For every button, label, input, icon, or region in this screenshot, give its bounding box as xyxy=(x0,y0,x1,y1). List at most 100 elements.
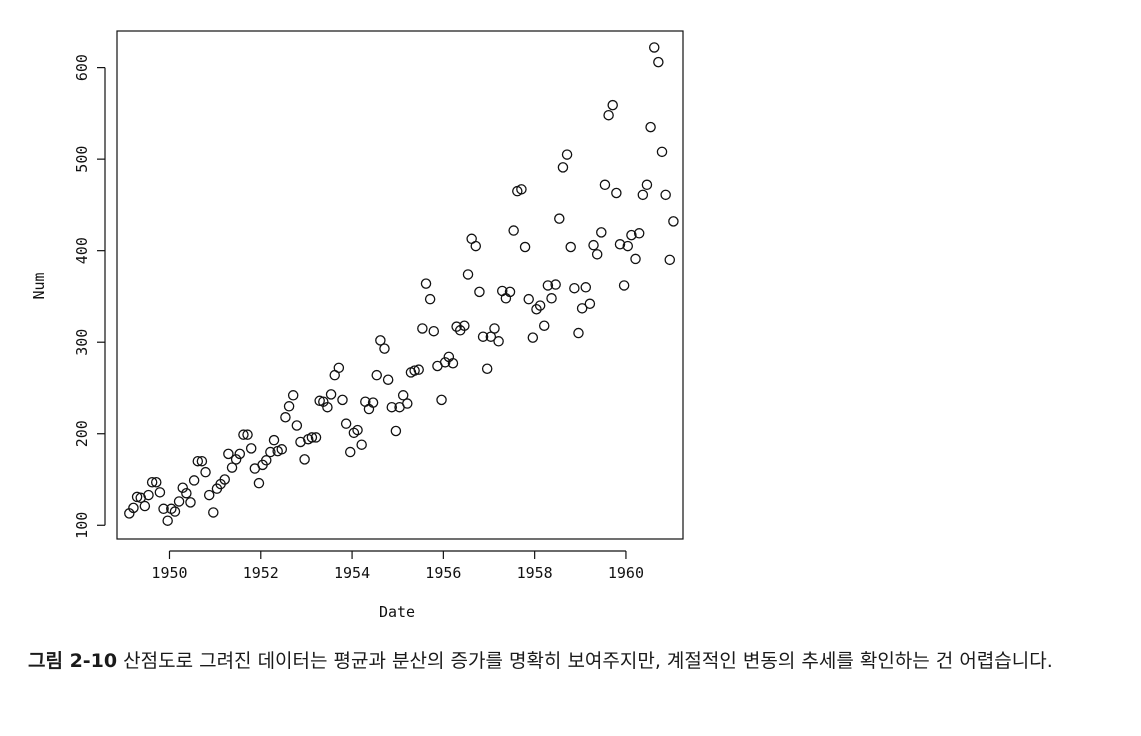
data-point xyxy=(519,241,531,253)
data-point xyxy=(402,398,413,409)
caption-label: 그림 2-10 xyxy=(28,650,118,672)
data-point xyxy=(291,420,303,431)
data-point xyxy=(580,282,592,293)
data-points xyxy=(124,42,679,526)
data-point xyxy=(226,462,238,473)
y-axis: 100 200 300 400 500 600 xyxy=(73,54,106,539)
data-point xyxy=(245,443,257,454)
data-point xyxy=(352,424,363,436)
data-point xyxy=(656,146,668,158)
data-point xyxy=(504,286,516,298)
data-point xyxy=(573,327,584,339)
data-point xyxy=(534,300,546,311)
y-tick-label: 600 xyxy=(73,54,91,81)
data-point xyxy=(576,303,588,314)
data-point xyxy=(382,374,394,385)
data-point xyxy=(371,369,382,381)
data-point xyxy=(561,149,573,160)
data-point xyxy=(516,184,527,195)
data-point xyxy=(181,487,192,499)
data-point xyxy=(154,487,166,498)
x-tick-label: 1952 xyxy=(243,564,279,582)
data-point xyxy=(546,293,557,304)
data-point xyxy=(261,455,272,466)
data-point xyxy=(550,279,561,290)
x-tick-label: 1950 xyxy=(151,564,187,582)
data-point xyxy=(151,477,162,488)
data-point xyxy=(428,325,440,337)
data-point xyxy=(158,503,169,515)
data-point xyxy=(310,432,322,443)
data-point xyxy=(626,229,637,241)
data-point xyxy=(470,240,482,252)
data-point xyxy=(481,363,493,375)
data-point xyxy=(668,216,679,227)
data-point xyxy=(527,332,539,343)
data-point xyxy=(424,293,436,305)
x-axis: 1950 1952 1954 1956 1958 1960 xyxy=(151,550,644,582)
y-tick-label: 100 xyxy=(73,512,91,539)
data-point xyxy=(166,503,177,515)
data-point xyxy=(173,496,185,507)
data-point xyxy=(554,213,565,224)
data-point xyxy=(531,304,542,315)
data-point xyxy=(143,489,154,501)
x-tick-label: 1954 xyxy=(334,564,370,582)
data-point xyxy=(557,162,569,173)
caption-text: 산점도로 그려진 데이터는 평균과 분산의 증가를 명확히 보여주지만, 계절적… xyxy=(123,650,1053,672)
data-point xyxy=(325,389,337,400)
data-point xyxy=(268,434,280,446)
data-point xyxy=(417,323,428,334)
y-axis-label: Num xyxy=(30,272,48,299)
data-point xyxy=(337,394,348,406)
data-point xyxy=(169,506,181,517)
data-point xyxy=(648,42,660,53)
data-point xyxy=(128,502,139,514)
data-point xyxy=(299,454,310,465)
data-point xyxy=(283,401,295,412)
data-point xyxy=(344,446,356,458)
data-point xyxy=(287,390,299,401)
data-point xyxy=(641,179,653,191)
data-point xyxy=(276,444,288,455)
data-point xyxy=(413,364,424,375)
data-point xyxy=(340,418,352,429)
data-point xyxy=(660,189,671,201)
data-point xyxy=(489,323,500,334)
data-point xyxy=(192,455,204,467)
data-point xyxy=(265,446,276,458)
data-point xyxy=(230,454,242,465)
y-tick-label: 400 xyxy=(73,237,91,264)
data-point xyxy=(622,240,634,252)
data-point xyxy=(280,412,291,423)
data-point xyxy=(591,249,603,260)
data-point xyxy=(493,336,504,347)
x-axis-label: Date xyxy=(379,603,415,621)
data-point xyxy=(397,390,409,401)
data-point xyxy=(219,474,230,485)
data-point xyxy=(386,401,398,413)
y-tick-label: 200 xyxy=(73,420,91,447)
data-point xyxy=(139,500,151,512)
data-point xyxy=(223,448,234,460)
data-point xyxy=(614,239,626,250)
data-point xyxy=(569,282,580,294)
data-point xyxy=(439,357,451,368)
data-point xyxy=(238,429,249,440)
data-point xyxy=(633,228,645,239)
data-point xyxy=(409,365,420,376)
data-point xyxy=(234,448,246,460)
data-point xyxy=(322,401,333,413)
figure-caption: 그림 2-10 산점도로 그려진 데이터는 평균과 분산의 증가를 명확히 보여주… xyxy=(28,644,1128,678)
data-point xyxy=(242,429,253,440)
data-point xyxy=(375,335,386,346)
data-point xyxy=(306,432,318,443)
data-point xyxy=(584,298,596,310)
data-point xyxy=(333,362,345,374)
y-tick-label: 300 xyxy=(73,329,91,356)
data-point xyxy=(348,427,360,439)
data-point xyxy=(462,269,474,280)
data-point xyxy=(645,121,656,133)
data-point xyxy=(523,293,534,305)
data-point xyxy=(208,507,219,518)
